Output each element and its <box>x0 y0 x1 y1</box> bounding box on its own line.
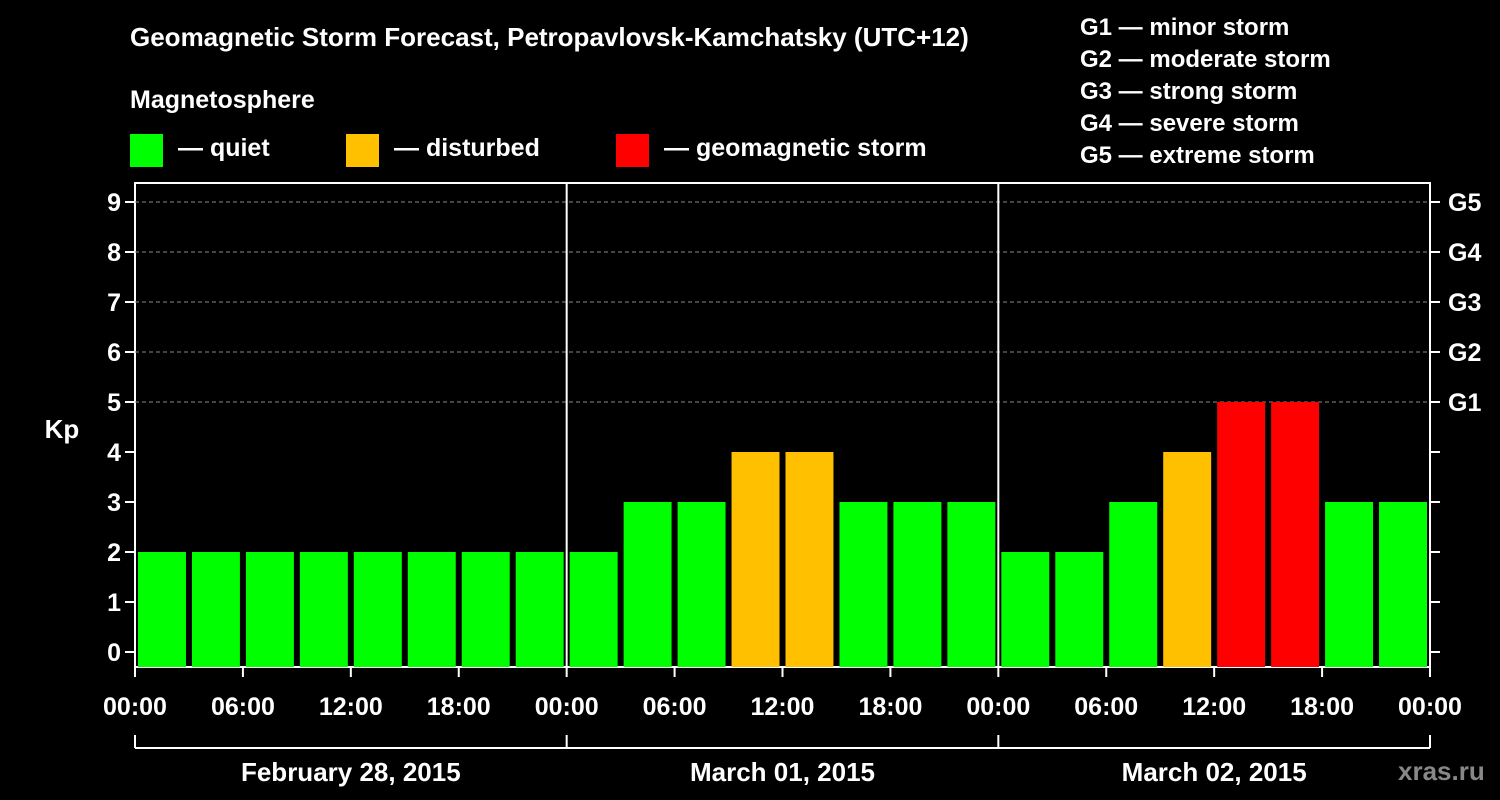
kp-bar <box>1109 502 1158 667</box>
legend-swatch-quiet <box>130 134 163 167</box>
g-level-label: G4 <box>1448 239 1481 267</box>
y-tick-label: 8 <box>107 239 121 267</box>
g-level-label: G2 <box>1448 339 1481 367</box>
x-tick-label: 18:00 <box>858 693 922 721</box>
kp-bar <box>299 552 348 667</box>
y-tick-label: 1 <box>107 589 121 617</box>
g-level-label: G1 <box>1448 389 1481 417</box>
kp-bar <box>1163 452 1212 667</box>
y-tick-label: 2 <box>107 539 121 567</box>
kp-bar <box>1379 502 1427 667</box>
day-label: March 02, 2015 <box>1122 757 1307 787</box>
kp-bar <box>353 552 402 667</box>
day-label: March 01, 2015 <box>690 757 875 787</box>
x-tick-label: 12:00 <box>751 693 815 721</box>
storm-level-g2: G2 — moderate storm <box>1080 46 1331 73</box>
day-label: February 28, 2015 <box>241 757 461 787</box>
kp-bar <box>515 552 564 667</box>
storm-level-g4: G4 — severe storm <box>1080 110 1299 137</box>
y-tick-label: 0 <box>107 639 121 667</box>
kp-bar <box>245 552 294 667</box>
x-tick-label: 18:00 <box>427 693 491 721</box>
kp-bar <box>785 452 834 667</box>
g-level-label: G5 <box>1448 189 1481 217</box>
g-level-label: G3 <box>1448 289 1481 317</box>
kp-bar <box>569 552 618 667</box>
legend-label-storm: — geomagnetic storm <box>664 134 927 162</box>
y-tick-label: 9 <box>107 189 121 217</box>
kp-bar <box>731 452 780 667</box>
storm-level-g1: G1 — minor storm <box>1080 14 1290 41</box>
storm-level-g3: G3 — strong storm <box>1080 78 1298 105</box>
y-tick-label: 4 <box>107 439 121 467</box>
x-tick-label: 12:00 <box>319 693 383 721</box>
kp-bar <box>1217 402 1266 667</box>
x-tick-label: 12:00 <box>1182 693 1246 721</box>
kp-bar <box>407 552 456 667</box>
kp-bar <box>1325 502 1374 667</box>
kp-bar <box>623 502 672 667</box>
kp-bar <box>1055 552 1104 667</box>
y-tick-label: 5 <box>107 389 121 417</box>
legend-heading: Magnetosphere <box>130 86 315 114</box>
kp-bar <box>677 502 726 667</box>
kp-bar <box>461 552 510 667</box>
x-tick-label: 00:00 <box>966 693 1030 721</box>
legend-label-disturbed: — disturbed <box>394 134 540 162</box>
kp-bar <box>1271 402 1320 667</box>
y-tick-label: 3 <box>107 489 121 517</box>
kp-bar <box>893 502 942 667</box>
kp-bar <box>1001 552 1050 667</box>
kp-bar <box>191 552 240 667</box>
kp-bar <box>138 552 186 667</box>
x-tick-label: 00:00 <box>103 693 167 721</box>
x-tick-label: 18:00 <box>1290 693 1354 721</box>
y-tick-label: 7 <box>107 289 121 317</box>
legend-swatch-disturbed <box>346 134 379 167</box>
x-tick-label: 00:00 <box>535 693 599 721</box>
x-tick-label: 00:00 <box>1398 693 1462 721</box>
watermark: xras.ru <box>1398 756 1485 786</box>
kp-bar <box>839 502 888 667</box>
chart-title: Geomagnetic Storm Forecast, Petropavlovs… <box>130 22 969 52</box>
storm-level-g5: G5 — extreme storm <box>1080 142 1315 169</box>
legend-label-quiet: — quiet <box>178 134 270 162</box>
legend-swatch-storm <box>616 134 649 167</box>
x-tick-label: 06:00 <box>643 693 707 721</box>
y-axis-title: Kp <box>45 414 80 444</box>
x-tick-label: 06:00 <box>1074 693 1138 721</box>
x-tick-label: 06:00 <box>211 693 275 721</box>
y-tick-label: 6 <box>107 339 121 367</box>
kp-bar <box>947 502 996 667</box>
